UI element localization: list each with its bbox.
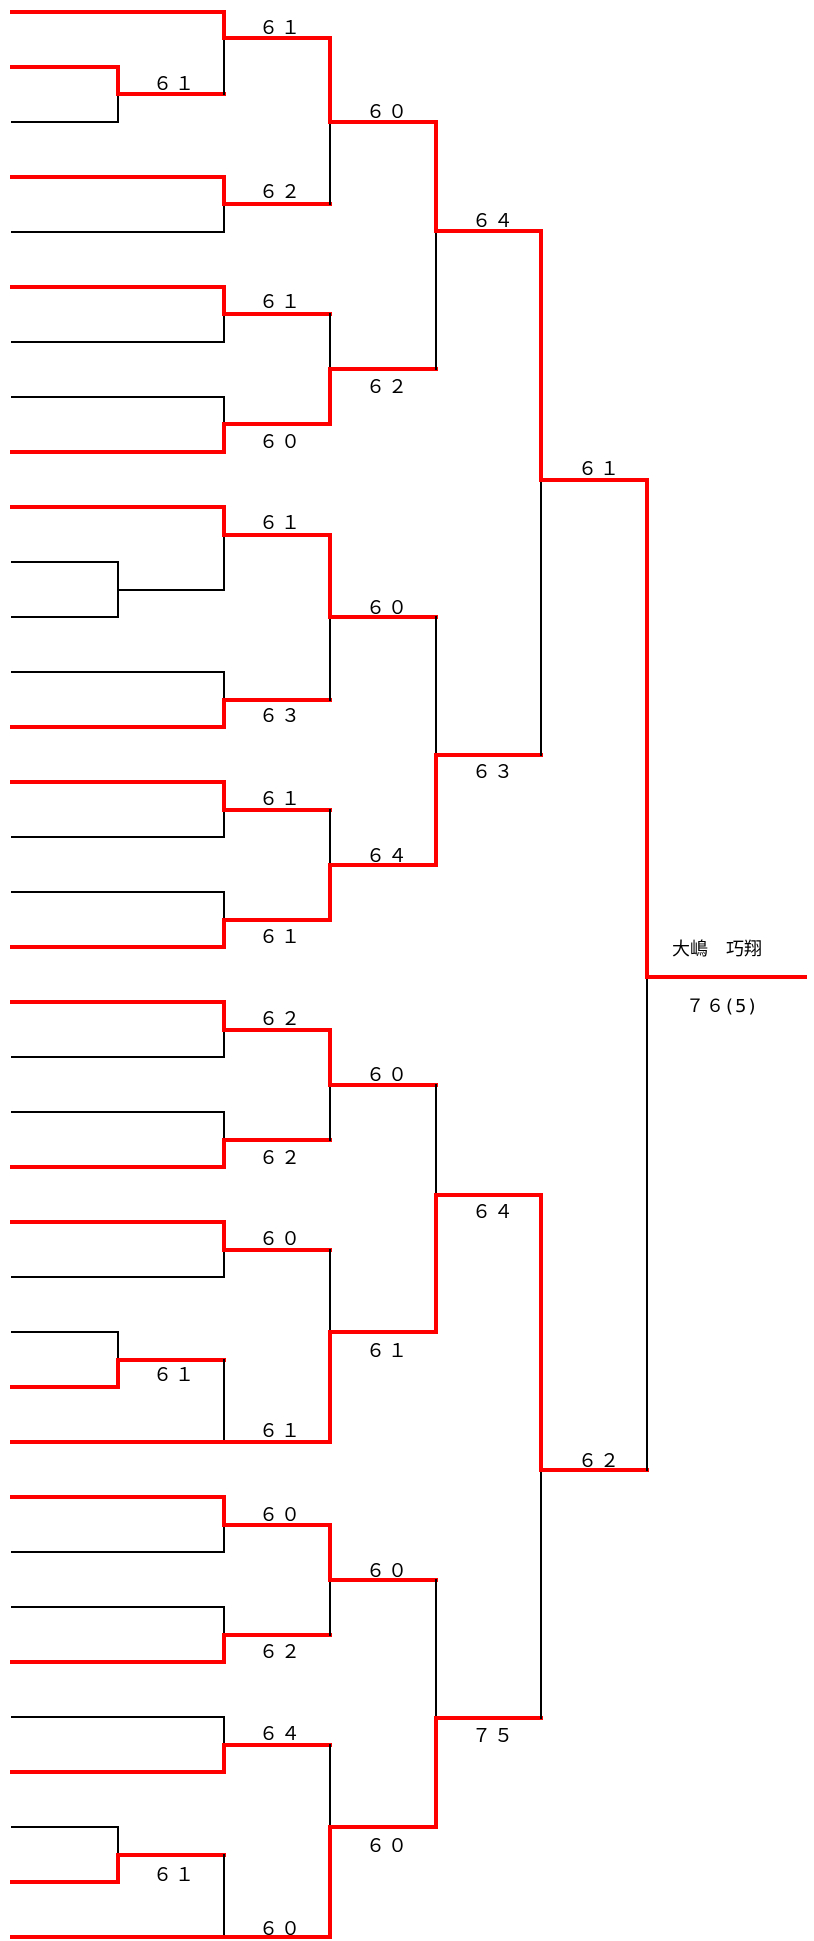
round1-score-6: ６３: [259, 705, 303, 727]
round2-score-2: ６２: [366, 376, 410, 398]
prelim-score-2: ６１: [153, 1364, 197, 1386]
round2-score-3: ６０: [366, 597, 410, 619]
quarterfinal-score-3: ６４: [472, 1201, 516, 1223]
round1-score-9: ６２: [259, 1008, 303, 1030]
round1-score-5: ６１: [259, 512, 303, 534]
prelim-score-3: ６１: [153, 1864, 197, 1886]
quarterfinal-score-2: ６３: [472, 761, 516, 783]
round1-score-10: ６２: [259, 1147, 303, 1169]
bracket-lines: [10, 10, 807, 1939]
round1-score-8: ６１: [259, 926, 303, 948]
champion-name: 大嶋 巧翔: [672, 939, 762, 960]
quarterfinal-score-4: ７５: [472, 1725, 516, 1747]
round1-score-4: ６０: [259, 431, 303, 453]
round1-score-13: ６０: [259, 1504, 303, 1526]
round1-score-15: ６４: [259, 1723, 303, 1745]
prelim-score-1: ６１: [153, 73, 197, 95]
round1-score-12: ６１: [259, 1420, 303, 1442]
round2-score-6: ６１: [366, 1340, 410, 1362]
score-labels: ６１ ６１ ６１ ６１ ６２ ６１ ６０ ６１ ６３ ６１ ６１ ６２ ６２ ６…: [153, 17, 762, 1940]
round2-score-4: ６４: [366, 845, 410, 867]
round2-score-5: ６０: [366, 1064, 410, 1086]
round1-score-7: ６１: [259, 788, 303, 810]
round2-score-7: ６０: [366, 1560, 410, 1582]
round1-score-11: ６０: [259, 1228, 303, 1250]
semifinal-score-1: ６１: [578, 458, 622, 480]
round2-score-1: ６０: [366, 101, 410, 123]
semifinal-score-2: ６２: [578, 1450, 622, 1472]
round1-score-1: ６１: [259, 17, 303, 39]
round1-score-2: ６２: [259, 181, 303, 203]
round1-score-14: ６２: [259, 1641, 303, 1663]
final-score: ７６(5): [686, 996, 758, 1017]
round1-score-3: ６１: [259, 291, 303, 313]
round2-score-8: ６０: [366, 1835, 410, 1857]
quarterfinal-score-1: ６４: [472, 210, 516, 232]
round1-score-16: ６０: [259, 1918, 303, 1940]
